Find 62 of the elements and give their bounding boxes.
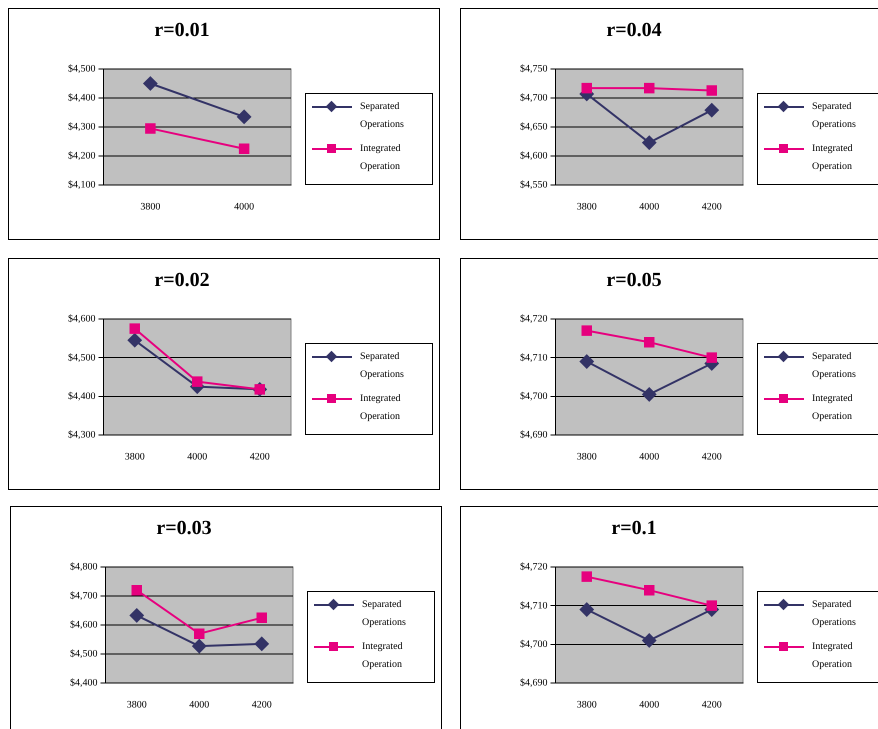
y-tick-label: $4,720 xyxy=(520,314,548,325)
y-tick-label: $4,710 xyxy=(520,352,548,364)
y-tick-label: $4,690 xyxy=(520,678,548,689)
y-tick-label: $4,600 xyxy=(70,620,98,631)
y-tick-label: $4,500 xyxy=(68,64,96,75)
x-tick-label: 3800 xyxy=(576,700,597,711)
y-tick-label: $4,650 xyxy=(520,122,548,133)
y-tick-label: $4,550 xyxy=(520,180,548,191)
y-tick-label: $4,400 xyxy=(68,390,96,402)
legend-label: Integrated Operation xyxy=(362,640,404,672)
x-tick-label: 4000 xyxy=(234,202,254,213)
y-tick-label: $4,100 xyxy=(68,180,96,191)
chart-title: r=0.04 xyxy=(606,19,662,42)
x-tick-label: 4000 xyxy=(639,452,660,463)
y-tick-label: $4,750 xyxy=(520,64,548,75)
x-tick-label: 3800 xyxy=(576,452,597,463)
legend-label: Integrated Operation xyxy=(360,142,402,174)
x-tick-label: 3800 xyxy=(124,452,145,463)
y-tick-label: $4,500 xyxy=(68,352,96,364)
y-tick-label: $4,800 xyxy=(70,562,98,573)
x-tick-label: 3800 xyxy=(576,202,597,213)
x-tick-label: 4200 xyxy=(702,452,722,463)
chart-title: r=0.02 xyxy=(154,269,210,292)
y-tick-label: $4,700 xyxy=(520,390,548,402)
y-tick-label: $4,600 xyxy=(520,150,548,162)
legend-label: Separated Operations xyxy=(812,350,857,382)
y-tick-label: $4,300 xyxy=(68,122,96,133)
x-tick-label: 4000 xyxy=(639,202,660,213)
legend-label: Separated Operations xyxy=(812,598,857,630)
chart-title: r=0.01 xyxy=(154,19,210,42)
y-tick-label: $4,720 xyxy=(520,562,548,573)
y-tick-label: $4,700 xyxy=(70,590,98,602)
x-tick-label: 4200 xyxy=(250,452,270,463)
y-tick-label: $4,690 xyxy=(520,430,548,441)
x-tick-label: 4200 xyxy=(252,700,272,711)
x-tick-label: 4200 xyxy=(702,700,722,711)
legend-label: Separated Operations xyxy=(360,100,405,132)
legend-label: Integrated Operation xyxy=(812,142,854,174)
legend-label: Integrated Operation xyxy=(812,640,854,672)
y-tick-label: $4,710 xyxy=(520,600,548,612)
chart-title: r=0.05 xyxy=(606,269,662,292)
y-tick-label: $4,200 xyxy=(68,150,96,162)
legend-label: Separated Operations xyxy=(360,350,405,382)
y-tick-label: $4,300 xyxy=(68,430,96,441)
x-tick-label: 4000 xyxy=(187,452,208,463)
x-tick-label: 4200 xyxy=(702,202,722,213)
x-tick-label: 3800 xyxy=(140,202,160,213)
y-tick-label: $4,400 xyxy=(70,678,98,689)
legend-label: Separated Operations xyxy=(362,598,407,630)
legend-label: Integrated Operation xyxy=(812,392,854,424)
x-tick-label: 4000 xyxy=(639,700,660,711)
legend-label: Integrated Operation xyxy=(360,392,402,424)
x-tick-label: 3800 xyxy=(126,700,147,711)
y-tick-label: $4,600 xyxy=(68,314,96,325)
x-tick-label: 4000 xyxy=(189,700,210,711)
chart-title: r=0.1 xyxy=(611,517,657,540)
y-tick-label: $4,500 xyxy=(70,648,98,660)
y-tick-label: $4,700 xyxy=(520,92,548,104)
y-tick-label: $4,400 xyxy=(68,92,96,104)
chart-title: r=0.03 xyxy=(156,517,212,540)
legend-label: Separated Operations xyxy=(812,100,857,132)
y-tick-label: $4,700 xyxy=(520,638,548,650)
